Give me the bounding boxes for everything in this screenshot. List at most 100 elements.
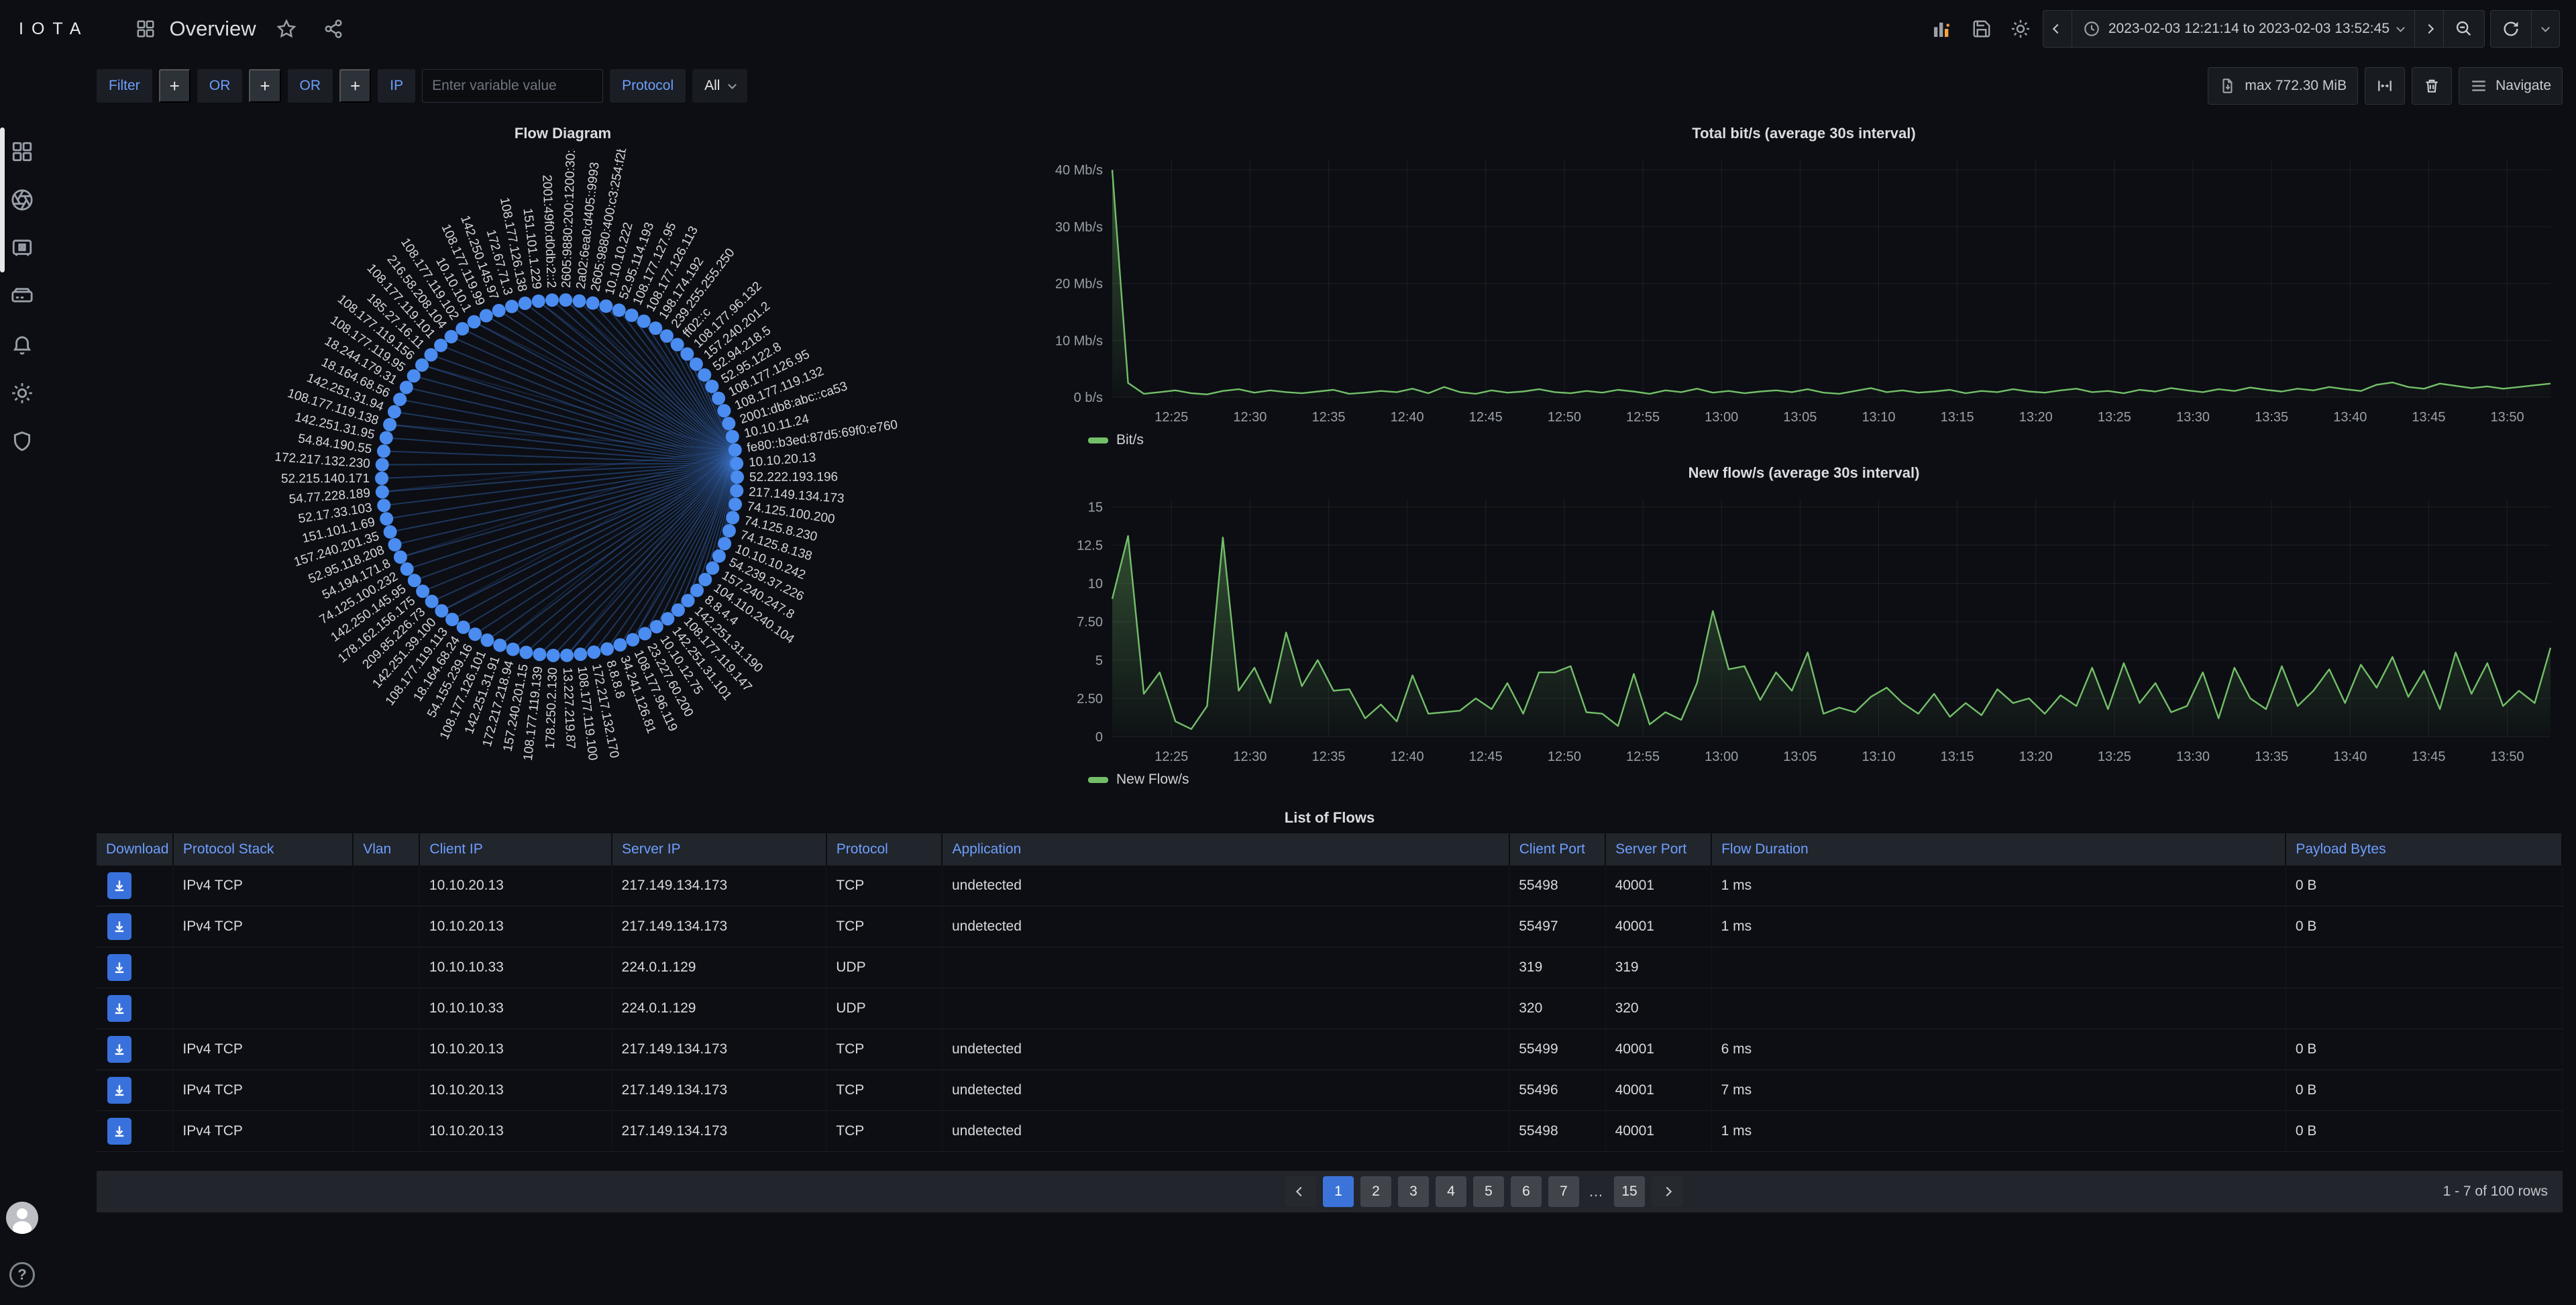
download-cell (97, 988, 173, 1029)
page-button-15[interactable]: 15 (1614, 1176, 1645, 1207)
column-header[interactable]: Server IP (612, 833, 827, 866)
svg-text:15: 15 (1088, 500, 1103, 515)
sidebar-item-settings[interactable] (0, 369, 44, 417)
table-cell: 40001 (1605, 1029, 1712, 1070)
column-header[interactable]: Protocol (826, 833, 943, 866)
list-of-flows-title[interactable]: List of Flows (1284, 809, 1375, 826)
or-variable-label[interactable]: OR (197, 69, 243, 103)
svg-text:10 Mb/s: 10 Mb/s (1055, 333, 1103, 348)
download-flow-button[interactable] (107, 995, 131, 1022)
svg-text:12:25: 12:25 (1155, 410, 1188, 425)
sidebar-scroll-thumb[interactable] (0, 127, 5, 272)
column-header[interactable]: Client Port (1509, 833, 1607, 866)
total-bits-legend[interactable]: Bit/s (1088, 432, 2563, 448)
page-button-2[interactable]: 2 (1360, 1176, 1391, 1207)
page-button-5[interactable]: 5 (1473, 1176, 1504, 1207)
gear-icon (11, 382, 34, 405)
flows-table-header: Download Protocol Stack Vlan Client IP Serve… (97, 833, 2563, 866)
next-page-button[interactable] (1652, 1176, 1682, 1207)
download-cell (97, 1069, 173, 1111)
svg-text:0 b/s: 0 b/s (1074, 390, 1103, 405)
flow-node-label: 178.250.2.130 (543, 667, 560, 749)
sidebar-item-storage[interactable] (0, 272, 44, 321)
download-flow-button[interactable] (107, 872, 131, 899)
page-button-6[interactable]: 6 (1511, 1176, 1542, 1207)
column-header[interactable]: Vlan (353, 833, 421, 866)
table-cell (353, 1029, 420, 1070)
column-header[interactable]: Protocol Stack (172, 833, 354, 866)
column-header[interactable]: Payload Bytes (2286, 833, 2563, 866)
table-cell: UDP (826, 947, 943, 988)
sidebar-item-apps[interactable] (0, 176, 44, 224)
column-header[interactable]: Flow Duration (1711, 833, 2287, 866)
total-bits-title[interactable]: Total bit/s (average 30s interval) (1692, 125, 1916, 142)
table-cell: 1 ms (1711, 906, 2286, 947)
column-header[interactable]: Download (97, 833, 174, 866)
table-cell: 1 ms (1711, 1110, 2286, 1152)
table-cell: 217.149.134.173 (612, 866, 826, 906)
add-or-button-2[interactable]: + (339, 69, 372, 103)
table-cell: 40001 (1605, 1110, 1712, 1152)
download-cell (97, 947, 173, 988)
table-cell: 10.10.20.13 (419, 866, 612, 906)
download-flow-button[interactable] (107, 1118, 131, 1145)
sidebar-item-dashboards[interactable] (0, 127, 44, 176)
new-flows-legend[interactable]: New Flow/s (1088, 772, 2563, 788)
flow-diagram-title[interactable]: Flow Diagram (514, 125, 612, 142)
prev-page-button[interactable] (1285, 1176, 1316, 1207)
download-flow-button[interactable] (107, 954, 131, 981)
ip-variable-input[interactable] (422, 69, 604, 103)
refresh-icon[interactable] (2491, 11, 2532, 47)
column-header[interactable]: Client IP (419, 833, 613, 866)
time-range-picker[interactable]: 2023-02-03 12:21:14 to 2023-02-03 13:52:… (2072, 11, 2415, 47)
svg-text:12:50: 12:50 (1548, 410, 1581, 425)
help-icon[interactable]: ? (9, 1262, 35, 1288)
trash-icon[interactable] (2412, 67, 2453, 105)
navigate-button[interactable]: Navigate (2459, 67, 2563, 105)
table-cell: 217.149.134.173 (612, 1069, 826, 1111)
page-button-3[interactable]: 3 (1398, 1176, 1429, 1207)
download-flow-button[interactable] (107, 1077, 131, 1104)
page-button-7[interactable]: 7 (1548, 1176, 1579, 1207)
add-panel-icon[interactable] (1925, 11, 1960, 46)
fit-time-icon[interactable] (2365, 67, 2406, 105)
table-cell: 320 (1605, 988, 1712, 1029)
page-button-1[interactable]: 1 (1323, 1176, 1354, 1207)
time-shift-back-button[interactable] (2043, 11, 2072, 47)
download-flow-button[interactable] (107, 1036, 131, 1063)
page-button-4[interactable]: 4 (1436, 1176, 1466, 1207)
table-cell (2286, 947, 2562, 988)
max-download-button[interactable]: max 772.30 MiB (2208, 67, 2359, 105)
sidebar-item-vault[interactable] (0, 224, 44, 272)
table-cell (353, 988, 420, 1029)
save-dashboard-icon[interactable] (1965, 12, 1998, 46)
svg-text:13:25: 13:25 (2098, 749, 2131, 764)
column-header[interactable]: Application (942, 833, 1510, 866)
filter-variable-label[interactable]: Filter (97, 69, 152, 103)
download-cell (97, 906, 173, 947)
column-header[interactable]: Server Port (1605, 833, 1713, 866)
new-flows-title[interactable]: New flow/s (average 30s interval) (1688, 464, 1920, 481)
table-cell (1711, 988, 2286, 1029)
sidebar-item-security[interactable] (0, 417, 44, 466)
table-cell: 319 (1605, 947, 1712, 988)
table-cell: undetected (942, 866, 1509, 906)
flow-node-label: 52.222.193.196 (749, 470, 838, 484)
download-flow-button[interactable] (107, 913, 131, 940)
app-logo[interactable]: IOTA (19, 19, 89, 38)
add-filter-button[interactable]: + (158, 69, 191, 103)
sidebar-item-alerting[interactable] (0, 321, 44, 369)
refresh-interval-dropdown[interactable] (2532, 11, 2559, 47)
table-cell (353, 1069, 420, 1111)
star-icon[interactable] (270, 12, 303, 46)
dashboard-settings-icon[interactable] (2004, 12, 2037, 46)
protocol-select[interactable]: All (692, 69, 748, 103)
table-cell: 217.149.134.173 (612, 906, 826, 947)
or-variable-label-2[interactable]: OR (287, 69, 333, 103)
table-cell (942, 988, 1509, 1029)
time-shift-forward-button[interactable] (2415, 11, 2444, 47)
share-icon[interactable] (317, 12, 350, 46)
zoom-out-time-icon[interactable] (2444, 11, 2484, 47)
add-or-button[interactable]: + (249, 69, 281, 103)
user-avatar[interactable] (6, 1202, 38, 1234)
